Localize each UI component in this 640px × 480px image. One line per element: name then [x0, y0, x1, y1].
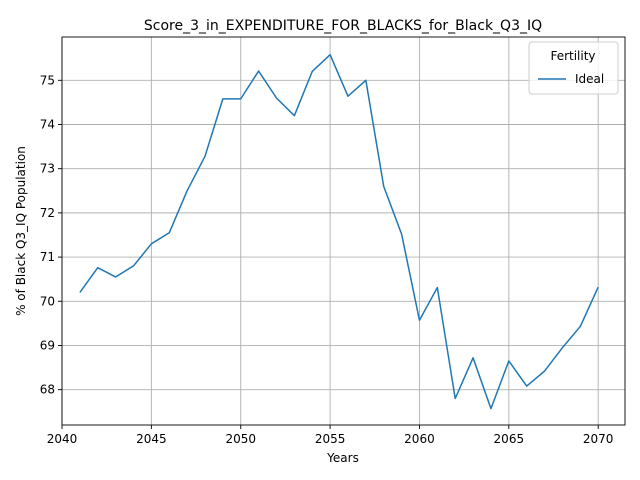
- y-tick-label: 69: [40, 338, 55, 352]
- x-tick-label: 2045: [136, 432, 167, 446]
- legend-label-ideal: Ideal: [575, 72, 604, 86]
- series-line-ideal: [79, 53, 599, 410]
- y-tick-label: 70: [40, 294, 55, 308]
- x-axis-label: Years: [326, 451, 359, 465]
- x-tick-label: 2065: [494, 432, 525, 446]
- x-tick-label: 2060: [404, 432, 435, 446]
- legend-title: Fertility: [550, 49, 595, 63]
- y-tick-label: 72: [40, 206, 55, 220]
- legend: Fertility Ideal: [528, 41, 619, 95]
- legend-box: [528, 41, 619, 95]
- plot-frame: [61, 36, 626, 426]
- x-tick-label: 2040: [47, 432, 78, 446]
- y-axis-label: % of Black Q3_IQ Population: [14, 146, 28, 316]
- x-tick-label: 2070: [583, 432, 614, 446]
- axis-ticks: 2040 2045 2050 2055 2060 2065 2070 68 69 70 71 72 73…: [40, 73, 614, 446]
- y-tick-label: 71: [40, 250, 55, 264]
- y-tick-label: 75: [40, 73, 55, 87]
- x-tick-label: 2050: [225, 432, 256, 446]
- y-tick-label: 68: [40, 383, 55, 397]
- x-tick-label: 2055: [315, 432, 346, 446]
- grid: [61, 37, 625, 425]
- y-tick-label: 73: [40, 162, 55, 176]
- chart-title: Score_3_in_EXPENDITURE_FOR_BLACKS_for_Bl…: [144, 18, 542, 34]
- y-tick-label: 74: [40, 117, 55, 131]
